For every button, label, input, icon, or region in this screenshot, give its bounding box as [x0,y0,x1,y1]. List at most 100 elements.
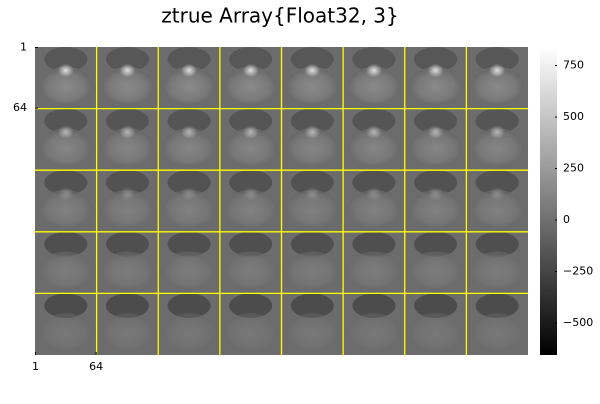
tile-head [348,189,400,227]
tile-shadow [290,231,334,257]
tile-head [101,128,154,166]
tile-head [163,189,215,227]
tile-shadow [44,47,88,72]
tile-shadow [167,170,211,195]
tile-blob [181,186,198,201]
tile-head [163,128,215,166]
tile-head [348,66,400,104]
tile-shadow [167,47,211,72]
tile-blob [489,186,506,201]
tile-blob [304,125,321,139]
tile-shadow [229,231,273,257]
tile-head [286,128,339,166]
tile-blob [119,125,136,139]
tile-shadow [229,293,273,319]
tile-shadow [352,108,396,134]
tile-head [471,128,524,166]
tile-head [39,251,92,289]
x-tick-label: 1 [32,360,39,373]
tile-shadow [352,293,396,319]
tile-shadow [229,170,273,195]
tile-blob [119,63,136,78]
tile-blob [427,63,444,78]
tile-blob [57,186,74,201]
tile-head [348,251,400,289]
x-tick-label: 64 [89,360,103,373]
tile-head [471,313,524,351]
tile-head [101,189,154,227]
tile-blob [242,186,259,201]
tile-shadow [105,293,150,319]
tile-shadow [475,170,519,195]
tile-head [286,313,339,351]
tile-shadow [290,293,334,319]
y-tick-label: 64 [13,101,27,114]
tile-head [409,128,462,166]
tile-shadow [290,108,334,134]
tile-shadow [105,47,150,72]
tile-shadow [229,108,273,134]
tile-head [286,251,339,289]
y-tick-label: 1 [20,40,27,53]
tile-head [409,251,462,289]
tile-head [409,189,462,227]
tile-head [471,66,524,104]
tile-blob [57,125,74,139]
tile-shadow [44,293,88,319]
tile-shadow [413,108,458,134]
tile-shadow [105,231,150,257]
tile-head [224,313,277,351]
tile-blob [365,63,382,78]
image-tiles [35,47,528,355]
tile-head [224,128,277,166]
tile-blob [304,63,321,78]
tile-head [409,66,462,104]
tile-blob [489,125,506,139]
tile-head [471,189,524,227]
tile-head [224,189,277,227]
colorbar-tick-label: 500 [563,110,584,123]
tile-head [163,66,215,104]
tile-shadow [290,170,334,195]
tile-shadow [167,108,211,134]
tile-shadow [290,47,334,72]
tile-shadow [413,47,458,72]
tile-blob [427,125,444,139]
tile-shadow [475,47,519,72]
tile-shadow [352,47,396,72]
tile-shadow [105,170,150,195]
tile-blob [304,186,321,201]
tile-blob [57,63,74,78]
tile-shadow [352,231,396,257]
tile-head [286,189,339,227]
colorbar-tick-label: 750 [563,59,584,72]
tile-shadow [352,170,396,195]
tile-blob [181,125,198,139]
tile-shadow [105,108,150,134]
tile-head [39,313,92,351]
colorbar-tick-label: −250 [563,265,593,278]
tile-head [39,128,92,166]
tile-head [224,251,277,289]
tile-head [101,313,154,351]
tile-blob [365,125,382,139]
tile-shadow [44,231,88,257]
tile-shadow [44,170,88,195]
tile-shadow [413,170,458,195]
tile-head [101,251,154,289]
tile-head [224,66,277,104]
colorbar-tick-label: 0 [563,213,570,226]
tile-head [39,66,92,104]
tile-shadow [475,293,519,319]
tile-head [286,66,339,104]
tile-blob [242,125,259,139]
tile-shadow [44,108,88,134]
tile-blob [427,186,444,201]
tile-blob [181,63,198,78]
tile-head [471,251,524,289]
tile-head [409,313,462,351]
tile-blob [242,63,259,78]
colorbar-tick-label: 250 [563,162,584,175]
tile-blob [489,63,506,78]
